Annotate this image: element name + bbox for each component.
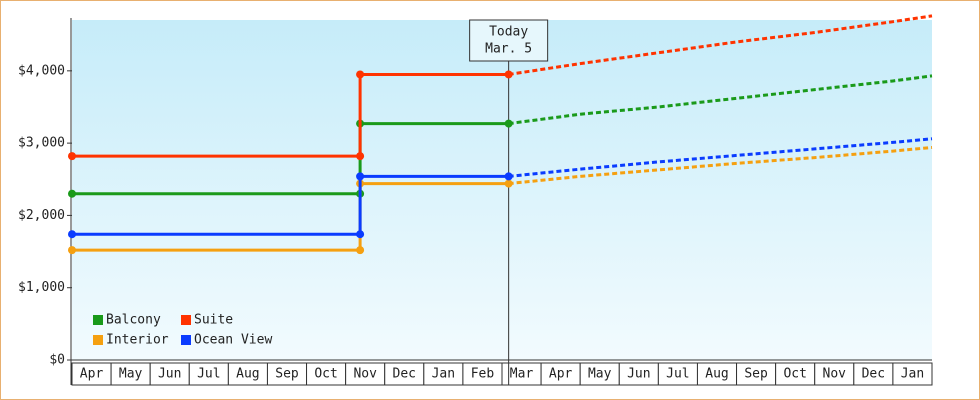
point <box>356 246 365 255</box>
x-tick-label: Nov <box>823 367 847 382</box>
x-tick-label: Nov <box>353 367 377 382</box>
legend-label: Balcony <box>106 313 161 328</box>
y-tick-label: $1,000 <box>18 280 65 295</box>
x-tick-label: Oct <box>314 367 337 382</box>
x-tick-label: May <box>119 367 143 382</box>
point <box>68 230 76 239</box>
y-tick-label: $2,000 <box>18 208 65 223</box>
x-tick-label: Jan <box>901 367 924 382</box>
point <box>504 179 513 188</box>
x-tick-label: Jan <box>432 367 455 382</box>
x-tick-label: Feb <box>471 367 495 382</box>
x-tick-label: Mar <box>510 367 534 382</box>
legend-swatch <box>93 335 103 345</box>
step-line <box>72 72 509 158</box>
point <box>68 189 76 198</box>
point <box>504 70 513 79</box>
x-tick-label: Aug <box>236 367 259 382</box>
legend-label: Ocean View <box>194 333 272 348</box>
step-line <box>72 174 509 236</box>
point <box>68 246 76 255</box>
x-tick-label: Jun <box>158 367 181 382</box>
x-tick-label: Jul <box>197 367 220 382</box>
point <box>504 172 513 181</box>
legend-label: Interior <box>106 333 169 348</box>
point <box>356 70 365 79</box>
legend-swatch <box>93 315 103 325</box>
x-tick-label: Dec <box>862 367 885 382</box>
x-tick-label: Jul <box>666 367 689 382</box>
point <box>356 152 365 161</box>
today-label: Today <box>489 25 528 40</box>
y-tick-label: $0 <box>49 353 65 368</box>
x-tick-label: Apr <box>549 367 573 382</box>
x-tick-label: Dec <box>393 367 416 382</box>
legend-swatch <box>181 315 191 325</box>
forecast-line <box>508 137 933 178</box>
legend-label: Suite <box>194 313 233 328</box>
x-tick-label: Sep <box>275 367 299 382</box>
y-tick-label: $3,000 <box>18 136 65 151</box>
x-tick-label: Jun <box>627 367 650 382</box>
point <box>356 172 365 181</box>
point <box>356 230 365 239</box>
forecast-line <box>508 74 933 126</box>
today-box <box>469 19 549 62</box>
x-tick-label: Sep <box>744 367 768 382</box>
legend-swatch <box>181 335 191 345</box>
today-label: Mar. 5 <box>485 42 532 57</box>
forecast-line <box>508 14 933 76</box>
x-tick-label: Apr <box>80 367 104 382</box>
x-tick-label: Oct <box>783 367 806 382</box>
point <box>68 152 76 161</box>
y-tick-label: $4,000 <box>18 63 65 78</box>
month-cell <box>892 362 933 386</box>
x-tick-label: Aug <box>705 367 728 382</box>
point <box>504 119 513 128</box>
forecast-line <box>508 145 933 186</box>
plot-background <box>72 20 932 360</box>
x-tick-label: May <box>588 367 612 382</box>
